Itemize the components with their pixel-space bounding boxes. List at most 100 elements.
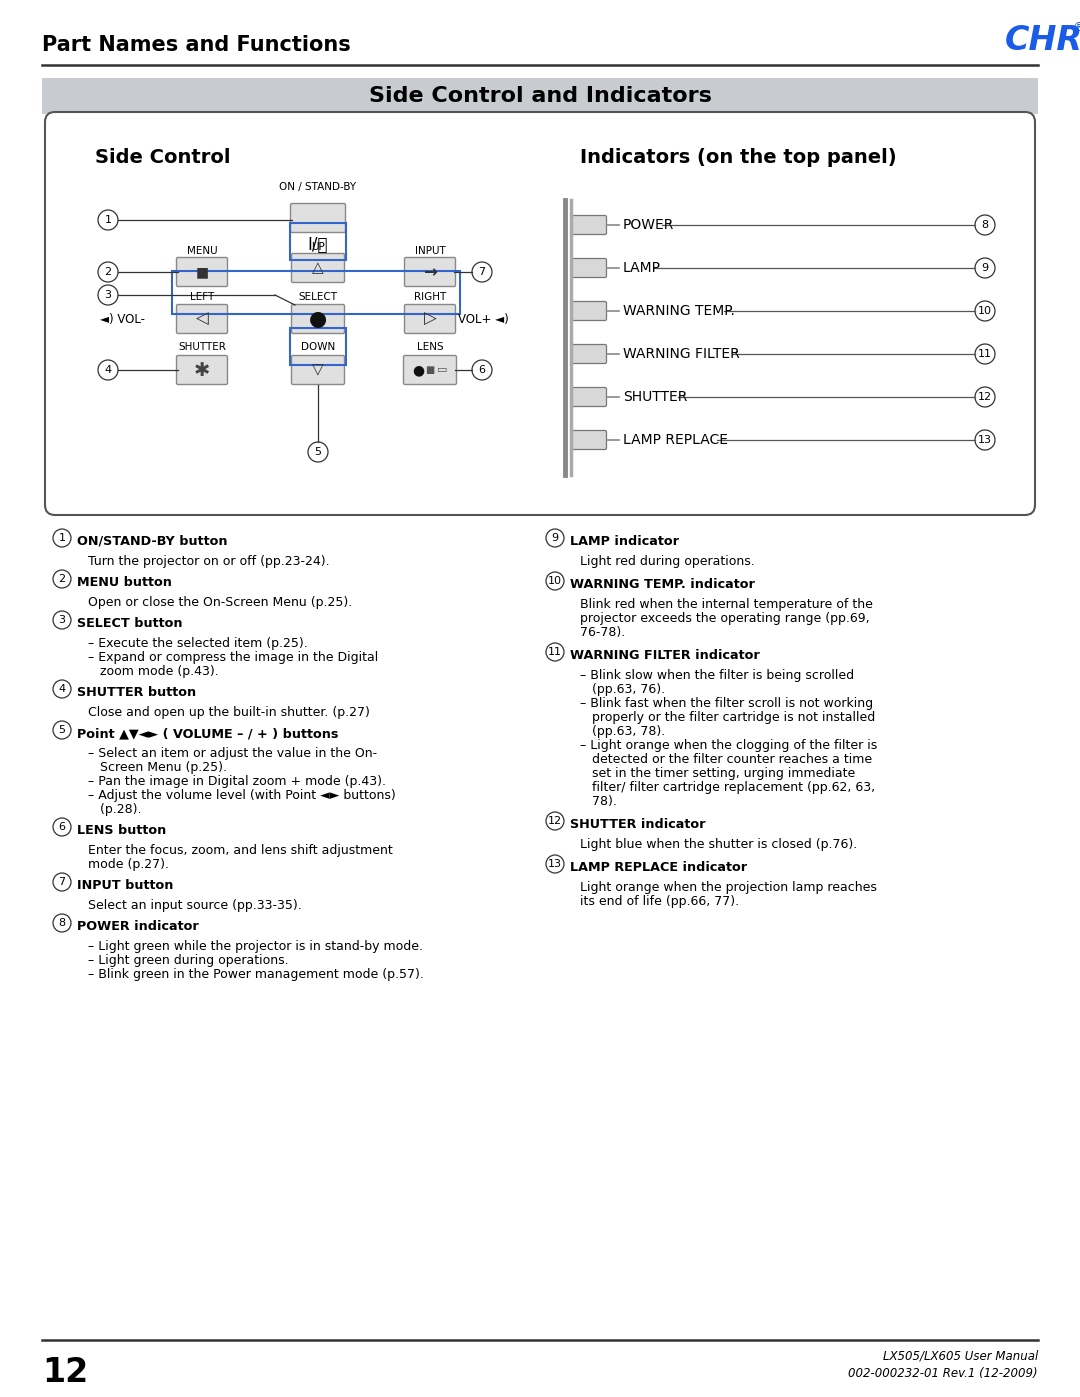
Text: 13: 13 [548, 859, 562, 869]
Text: Screen Menu (p.25).: Screen Menu (p.25). [87, 761, 227, 774]
Text: LENS: LENS [417, 342, 443, 352]
Text: – Expand or compress the image in the Digital: – Expand or compress the image in the Di… [87, 651, 378, 664]
Text: LEFT: LEFT [190, 292, 214, 302]
Text: – Adjust the volume level (with Point ◄► buttons): – Adjust the volume level (with Point ◄►… [87, 789, 395, 802]
Text: Side Control and Indicators: Side Control and Indicators [368, 87, 712, 106]
Text: SHUTTER indicator: SHUTTER indicator [570, 819, 705, 831]
Text: Side Control: Side Control [95, 148, 230, 168]
Text: Light blue when the shutter is closed (p.76).: Light blue when the shutter is closed (p… [580, 838, 858, 851]
Text: (pp.63, 76).: (pp.63, 76). [580, 683, 665, 696]
Text: SELECT button: SELECT button [77, 617, 183, 630]
FancyBboxPatch shape [42, 78, 1038, 115]
Text: 2: 2 [105, 267, 111, 277]
Text: mode (p.27).: mode (p.27). [87, 858, 168, 870]
Text: 12: 12 [42, 1356, 89, 1390]
Text: (pp.63, 78).: (pp.63, 78). [580, 725, 665, 738]
Text: its end of life (pp.66, 77).: its end of life (pp.66, 77). [580, 895, 739, 908]
Text: Turn the projector on or off (pp.23-24).: Turn the projector on or off (pp.23-24). [87, 555, 329, 569]
Text: 5: 5 [58, 725, 66, 735]
Text: 7: 7 [478, 267, 486, 277]
Text: ■: ■ [195, 265, 208, 279]
Text: LAMP: LAMP [623, 261, 661, 275]
Text: ®: ® [1072, 21, 1080, 35]
Text: set in the timer setting, urging immediate: set in the timer setting, urging immedia… [580, 767, 855, 780]
Text: ●: ● [411, 363, 424, 377]
Text: 10: 10 [548, 576, 562, 585]
Text: Enter the focus, zoom, and lens shift adjustment: Enter the focus, zoom, and lens shift ad… [87, 844, 393, 856]
Text: Indicators (on the top panel): Indicators (on the top panel) [580, 148, 896, 168]
FancyBboxPatch shape [571, 215, 607, 235]
Text: INPUT: INPUT [415, 246, 445, 256]
Text: WARNING TEMP. indicator: WARNING TEMP. indicator [570, 578, 755, 591]
Text: ▭: ▭ [436, 365, 447, 374]
Text: 7: 7 [58, 877, 66, 887]
Text: – Select an item or adjust the value in the On-: – Select an item or adjust the value in … [87, 747, 377, 760]
Text: LENS button: LENS button [77, 824, 166, 837]
FancyBboxPatch shape [404, 355, 457, 384]
Text: – Execute the selected item (p.25).: – Execute the selected item (p.25). [87, 637, 308, 650]
FancyBboxPatch shape [176, 355, 228, 384]
FancyBboxPatch shape [176, 305, 228, 334]
Text: WARNING FILTER indicator: WARNING FILTER indicator [570, 650, 759, 662]
FancyBboxPatch shape [45, 112, 1035, 515]
Text: Select an input source (pp.33-35).: Select an input source (pp.33-35). [87, 900, 301, 912]
Text: – Light green while the projector is in stand-by mode.: – Light green while the projector is in … [87, 940, 423, 953]
Text: 4: 4 [105, 365, 111, 374]
Text: SHUTTER: SHUTTER [623, 390, 687, 404]
Text: ▽: ▽ [312, 362, 324, 377]
FancyBboxPatch shape [571, 430, 607, 450]
FancyBboxPatch shape [405, 305, 456, 334]
Text: 78).: 78). [580, 795, 617, 807]
Text: 6: 6 [478, 365, 486, 374]
Text: filter/ filter cartridge replacement (pp.62, 63,: filter/ filter cartridge replacement (pp… [580, 781, 875, 793]
Text: I/⏻: I/⏻ [308, 236, 328, 254]
Text: LAMP REPLACE indicator: LAMP REPLACE indicator [570, 861, 747, 875]
Text: – Blink green in the Power management mode (p.57).: – Blink green in the Power management mo… [87, 968, 423, 981]
Text: 3: 3 [58, 615, 66, 624]
Text: 10: 10 [978, 306, 993, 316]
Text: INPUT button: INPUT button [77, 879, 174, 893]
Text: – Pan the image in Digital zoom + mode (p.43).: – Pan the image in Digital zoom + mode (… [87, 775, 386, 788]
Text: – Light green during operations.: – Light green during operations. [87, 954, 288, 967]
Text: 1: 1 [58, 534, 66, 543]
Text: ✱: ✱ [193, 360, 211, 380]
Text: SHUTTER button: SHUTTER button [77, 686, 197, 698]
Text: WARNING FILTER: WARNING FILTER [623, 346, 740, 360]
Text: POWER indicator: POWER indicator [77, 921, 199, 933]
Text: properly or the filter cartridge is not installed: properly or the filter cartridge is not … [580, 711, 875, 724]
FancyBboxPatch shape [571, 345, 607, 363]
FancyBboxPatch shape [571, 258, 607, 278]
Text: 6: 6 [58, 821, 66, 833]
Text: UP: UP [311, 242, 325, 251]
Text: 2: 2 [58, 574, 66, 584]
Text: Blink red when the internal temperature of the: Blink red when the internal temperature … [580, 598, 873, 610]
Text: LAMP REPLACE: LAMP REPLACE [623, 433, 728, 447]
Text: ▷: ▷ [423, 310, 436, 328]
Text: 5: 5 [314, 447, 322, 457]
Text: 8: 8 [982, 219, 988, 231]
Text: MENU: MENU [187, 246, 217, 256]
Text: SELECT: SELECT [298, 292, 337, 302]
Text: Part Names and Functions: Part Names and Functions [42, 35, 351, 54]
Text: POWER: POWER [623, 218, 674, 232]
Text: Close and open up the built-in shutter. (p.27): Close and open up the built-in shutter. … [87, 705, 369, 719]
Text: Open or close the On-Screen Menu (p.25).: Open or close the On-Screen Menu (p.25). [87, 597, 352, 609]
Text: ON / STAND-BY: ON / STAND-BY [280, 182, 356, 191]
Text: – Light orange when the clogging of the filter is: – Light orange when the clogging of the … [580, 739, 877, 752]
Text: ON/STAND-BY button: ON/STAND-BY button [77, 535, 228, 548]
Text: – Blink slow when the filter is being scrolled: – Blink slow when the filter is being sc… [580, 669, 854, 682]
Text: 11: 11 [548, 647, 562, 657]
Text: 1: 1 [105, 215, 111, 225]
Text: (p.28).: (p.28). [87, 803, 141, 816]
Text: ●: ● [309, 309, 327, 330]
Text: projector exceeds the operating range (pp.69,: projector exceeds the operating range (p… [580, 612, 869, 624]
Text: 12: 12 [548, 816, 562, 826]
Text: DOWN: DOWN [301, 342, 335, 352]
Text: LAMP indicator: LAMP indicator [570, 535, 679, 548]
Text: – Blink fast when the filter scroll is not working: – Blink fast when the filter scroll is n… [580, 697, 873, 710]
Text: 9: 9 [552, 534, 558, 543]
Text: LX505/LX605 User Manual: LX505/LX605 User Manual [882, 1350, 1038, 1362]
Text: Point ▲▼◄► ( VOLUME – / + ) buttons: Point ▲▼◄► ( VOLUME – / + ) buttons [77, 726, 338, 740]
FancyBboxPatch shape [292, 355, 345, 384]
Text: detected or the filter counter reaches a time: detected or the filter counter reaches a… [580, 753, 873, 766]
